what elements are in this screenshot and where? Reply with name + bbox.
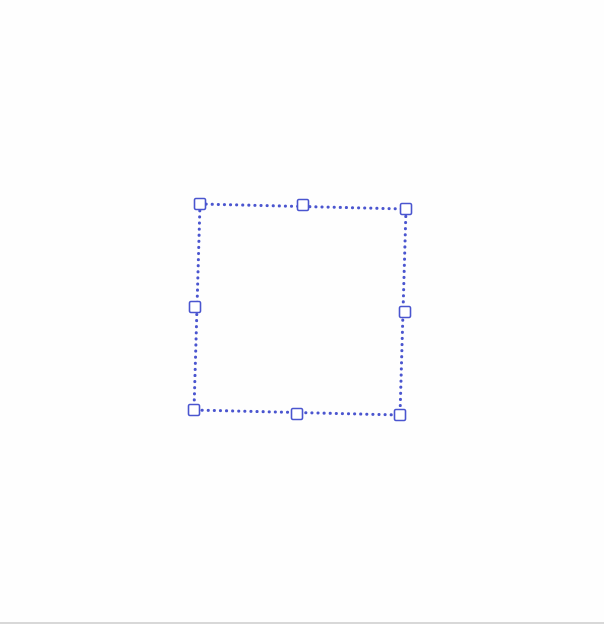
middle-right-resize-handle[interactable]: [398, 305, 412, 319]
resize-handles: [187, 197, 413, 422]
selection-box[interactable]: [187, 197, 413, 422]
top-middle-resize-handle[interactable]: [296, 198, 310, 212]
bottom-left-resize-handle[interactable]: [187, 403, 201, 417]
bottom-right-resize-handle[interactable]: [393, 408, 407, 422]
middle-left-resize-handle[interactable]: [188, 300, 202, 314]
canvas-bottom-border: [0, 622, 604, 624]
selection-outline: [192, 202, 408, 417]
top-right-resize-handle[interactable]: [399, 202, 413, 216]
top-left-resize-handle[interactable]: [193, 197, 207, 211]
bottom-middle-resize-handle[interactable]: [290, 407, 304, 421]
